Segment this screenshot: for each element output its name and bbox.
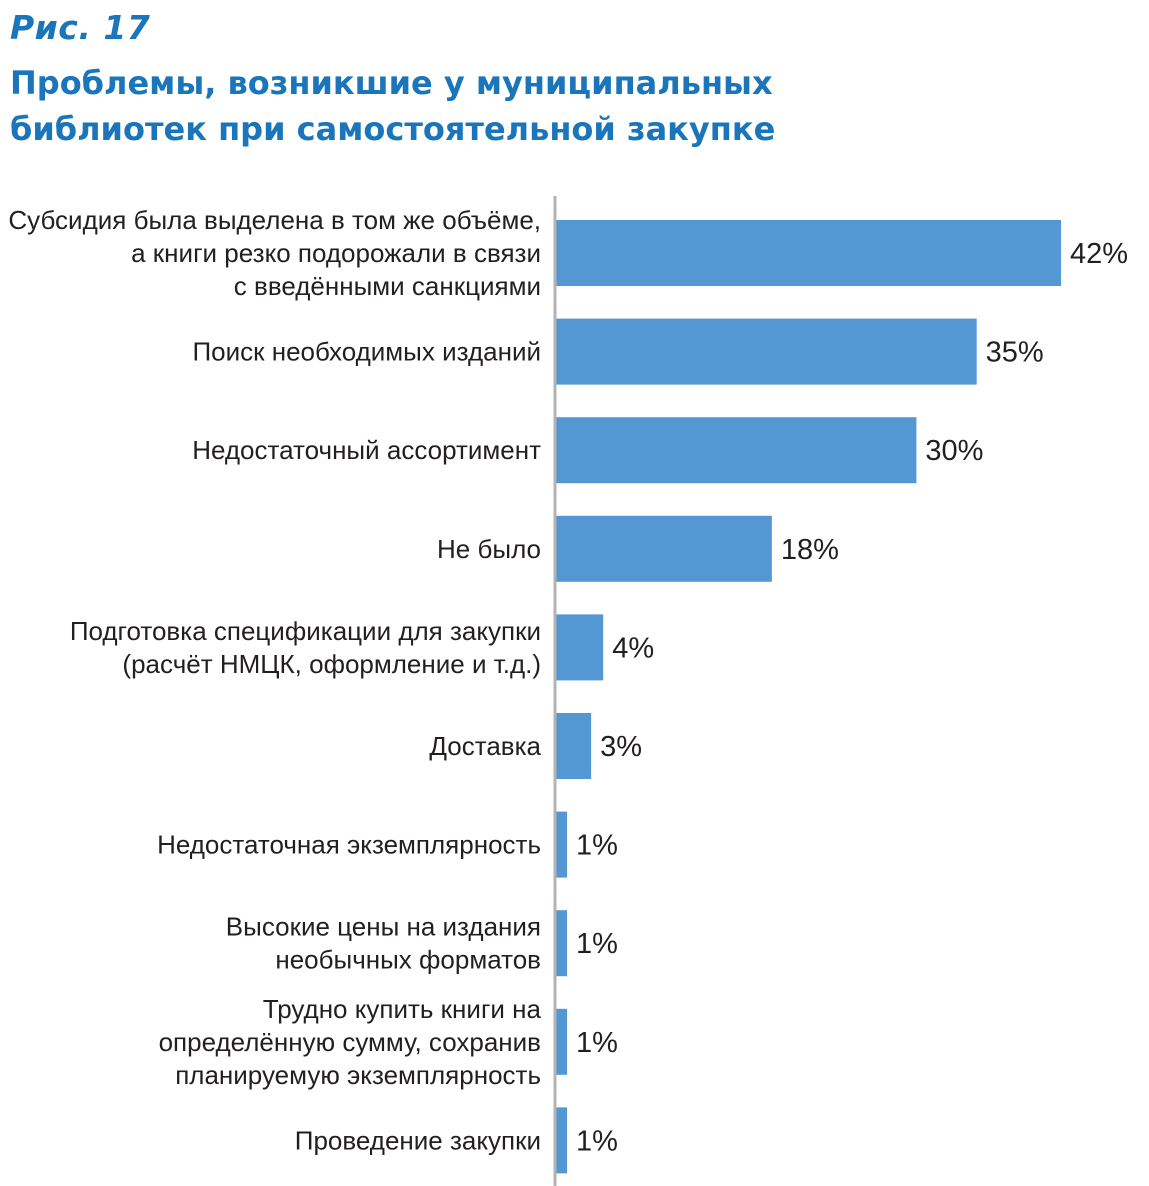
bar-10 (555, 1107, 568, 1174)
value-label-5: 4% (612, 632, 654, 664)
value-label-3: 30% (925, 435, 983, 467)
category-label-3: Недостаточный ассортимент (192, 435, 541, 465)
value-labels-layer: 42% 35% 30% 18% 4% 3% 1% 1% 1% 1% (576, 238, 1128, 1157)
category-labels-layer: Субсидия была выделена в том же объёме, а… (8, 205, 541, 1155)
bar-3 (555, 417, 917, 484)
bar-9 (555, 1008, 568, 1075)
bars-layer (555, 220, 1061, 1174)
category-label-7-line-1: Недостаточная экземплярность (157, 830, 541, 860)
category-label-4: Не было (437, 534, 541, 564)
category-label-3-line-1: Недостаточный ассортимент (192, 435, 541, 465)
chart-title-line-1: Проблемы, возникшие у муниципальных (10, 64, 773, 102)
category-label-5: Подготовка спецификации для закупки (расч… (70, 616, 541, 679)
category-label-1: Субсидия была выделена в том же объёме, а… (8, 205, 541, 301)
bar-8 (555, 910, 568, 977)
value-label-2: 35% (986, 337, 1044, 369)
category-label-5-line-1: Подготовка спецификации для закупки (70, 616, 541, 646)
category-label-6-line-1: Доставка (429, 731, 541, 761)
chart-title: Проблемы, возникшие у муниципальных библ… (10, 60, 1130, 152)
category-label-1-line-3: с введёнными санкциями (234, 271, 541, 301)
bar-2 (555, 318, 977, 385)
category-label-2-line-1: Поиск необходимых изданий (192, 337, 541, 367)
value-label-4: 18% (781, 534, 839, 566)
category-label-8: Высокие цены на издания необычных формато… (226, 912, 541, 975)
value-label-7: 1% (576, 830, 618, 862)
category-label-1-line-2: а книги резко подорожали в связи (131, 238, 541, 268)
category-label-9-line-3: планируемую экземплярность (175, 1060, 541, 1090)
value-label-8: 1% (576, 928, 618, 960)
category-label-2: Поиск необходимых изданий (192, 337, 541, 367)
value-label-9: 1% (576, 1027, 618, 1059)
category-label-9-line-1: Трудно купить книги на (263, 994, 542, 1024)
bar-6 (555, 713, 592, 779)
category-label-9-line-2: определённую сумму, сохранив (159, 1027, 541, 1057)
category-label-8-line-1: Высокие цены на издания (226, 912, 541, 942)
bar-7 (555, 811, 568, 878)
value-label-10: 1% (576, 1125, 618, 1157)
category-label-10-line-1: Проведение закупки (295, 1125, 541, 1155)
category-label-8-line-2: необычных форматов (275, 945, 541, 975)
category-label-6: Доставка (429, 731, 541, 761)
chart-title-line-2: библиотек при самостоятельной закупке (10, 110, 776, 148)
bar-1 (555, 220, 1061, 286)
category-label-1-line-1: Субсидия была выделена в том же объёме, (8, 205, 541, 235)
category-label-10: Проведение закупки (295, 1125, 541, 1155)
bar-5 (555, 614, 604, 681)
value-label-1: 42% (1070, 238, 1128, 270)
category-label-5-line-2: (расчёт НМЦК, оформление и т.д.) (122, 649, 541, 679)
category-label-7: Недостаточная экземплярность (157, 830, 541, 860)
value-label-6: 3% (600, 731, 642, 763)
figure-label: Рис. 17 (10, 8, 151, 47)
bar-4 (555, 515, 772, 582)
category-label-4-line-1: Не было (437, 534, 541, 564)
category-label-9: Трудно купить книги на определённую сумму… (159, 994, 542, 1090)
